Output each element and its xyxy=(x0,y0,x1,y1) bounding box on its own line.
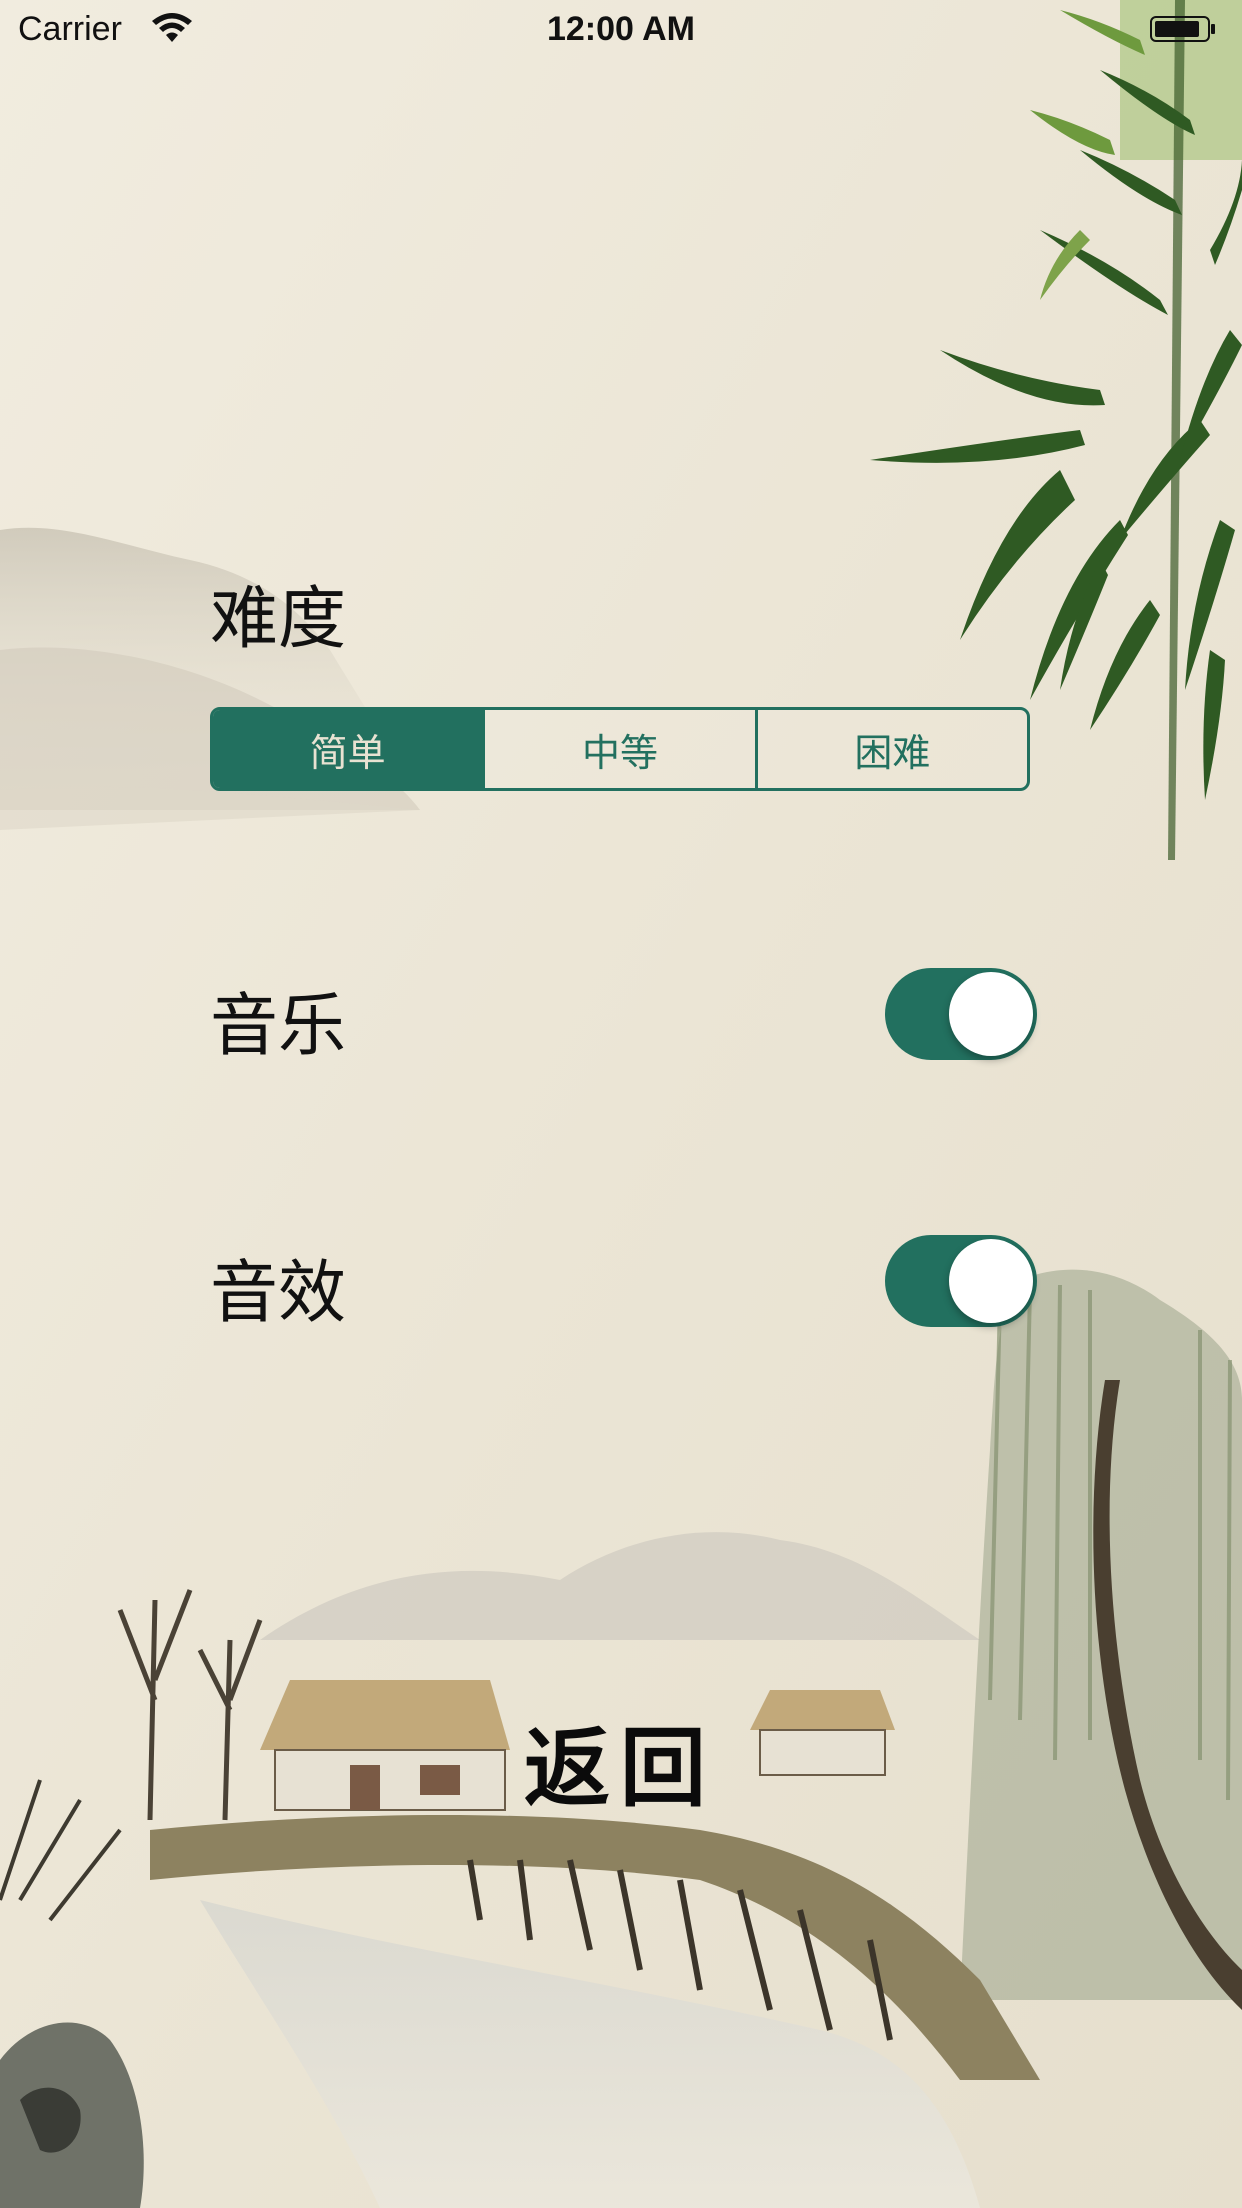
sound-effects-toggle[interactable] xyxy=(885,1235,1037,1327)
difficulty-option-hard[interactable]: 困难 xyxy=(854,730,931,775)
difficulty-segmented-control: 简单 中等 困难 xyxy=(210,707,1030,791)
difficulty-label: 难度 xyxy=(210,580,347,659)
wifi-icon xyxy=(152,13,192,42)
toggle-knob xyxy=(949,1239,1033,1323)
status-bar: Carrier 12:00 AM xyxy=(0,0,1242,60)
village-landscape-illustration xyxy=(0,1589,1040,2208)
status-time: 12:00 AM xyxy=(546,10,696,48)
difficulty-option-easy[interactable]: 简单 xyxy=(213,710,486,788)
battery-icon xyxy=(1150,16,1215,42)
music-toggle[interactable] xyxy=(885,968,1037,1060)
difficulty-option-medium[interactable]: 中等 xyxy=(485,710,758,788)
music-label: 音乐 xyxy=(210,987,347,1066)
sound-effects-label: 音效 xyxy=(210,1254,347,1333)
willow-tree-illustration xyxy=(960,1269,1242,2010)
bamboo-illustration xyxy=(870,0,1242,860)
carrier-label: Carrier xyxy=(18,10,122,48)
back-button[interactable]: 返回 xyxy=(524,1717,716,1819)
toggle-knob xyxy=(949,972,1033,1056)
